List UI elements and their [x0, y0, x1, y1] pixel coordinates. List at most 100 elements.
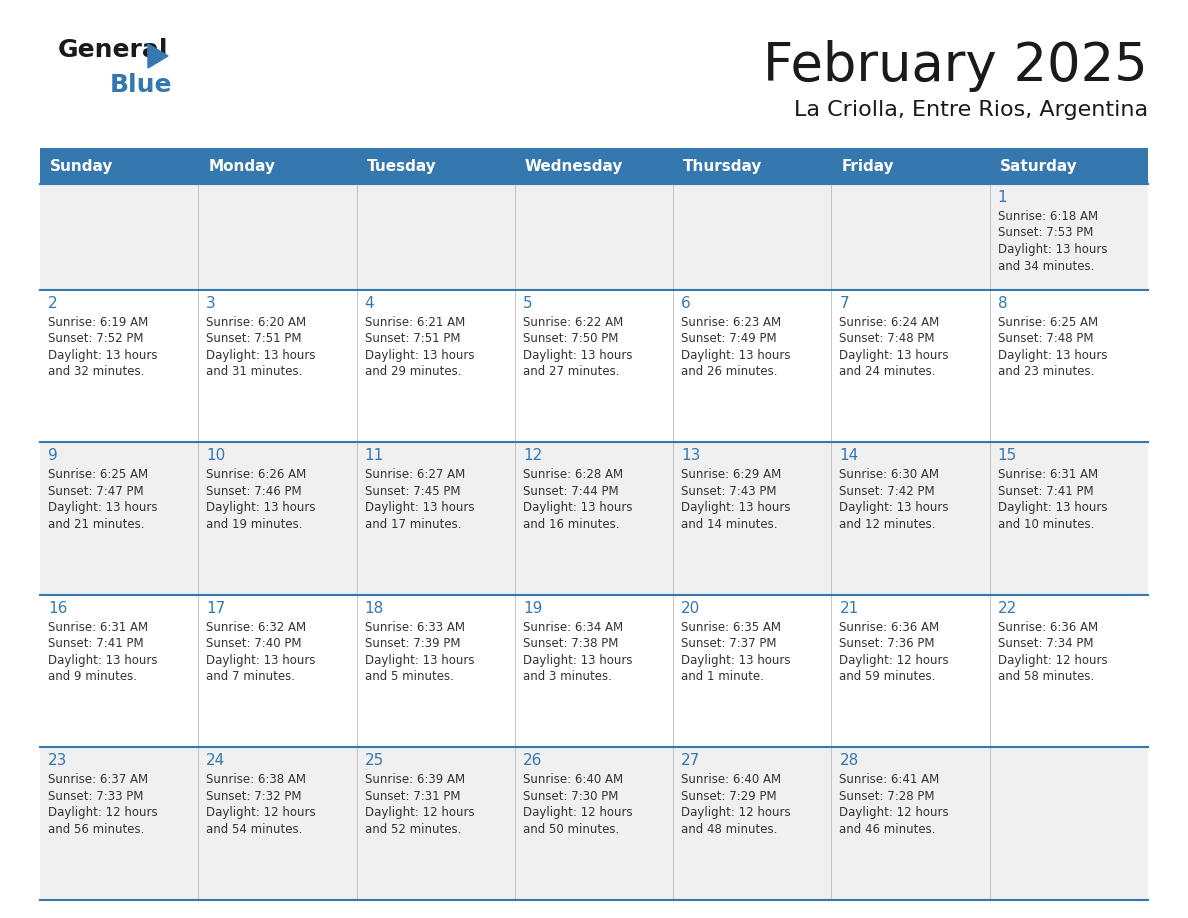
Text: Daylight: 13 hours: Daylight: 13 hours — [365, 349, 474, 362]
Text: General: General — [58, 38, 169, 62]
Text: 3: 3 — [207, 296, 216, 311]
Text: Sunset: 7:32 PM: Sunset: 7:32 PM — [207, 790, 302, 803]
Text: and 21 minutes.: and 21 minutes. — [48, 518, 145, 531]
FancyBboxPatch shape — [832, 290, 990, 442]
Text: 16: 16 — [48, 601, 68, 616]
Text: Sunset: 7:40 PM: Sunset: 7:40 PM — [207, 637, 302, 651]
Text: Sunset: 7:51 PM: Sunset: 7:51 PM — [207, 332, 302, 345]
Text: Sunset: 7:49 PM: Sunset: 7:49 PM — [681, 332, 777, 345]
Text: 20: 20 — [681, 601, 701, 616]
Text: Monday: Monday — [208, 159, 276, 174]
Text: Sunset: 7:47 PM: Sunset: 7:47 PM — [48, 485, 144, 498]
Text: Sunset: 7:33 PM: Sunset: 7:33 PM — [48, 790, 144, 803]
Text: La Criolla, Entre Rios, Argentina: La Criolla, Entre Rios, Argentina — [794, 100, 1148, 120]
Text: Sunrise: 6:29 AM: Sunrise: 6:29 AM — [681, 468, 782, 481]
Text: Sunset: 7:46 PM: Sunset: 7:46 PM — [207, 485, 302, 498]
FancyBboxPatch shape — [674, 148, 832, 184]
Text: Sunset: 7:48 PM: Sunset: 7:48 PM — [840, 332, 935, 345]
Text: 10: 10 — [207, 449, 226, 464]
Text: Sunrise: 6:25 AM: Sunrise: 6:25 AM — [48, 468, 148, 481]
Text: 14: 14 — [840, 449, 859, 464]
Text: and 9 minutes.: and 9 minutes. — [48, 670, 137, 684]
Text: Daylight: 13 hours: Daylight: 13 hours — [365, 501, 474, 514]
Text: Daylight: 13 hours: Daylight: 13 hours — [48, 349, 158, 362]
Text: Sunrise: 6:40 AM: Sunrise: 6:40 AM — [681, 774, 782, 787]
FancyBboxPatch shape — [40, 148, 198, 184]
Text: 5: 5 — [523, 296, 532, 311]
Text: Daylight: 12 hours: Daylight: 12 hours — [681, 807, 791, 820]
Text: Sunrise: 6:32 AM: Sunrise: 6:32 AM — [207, 621, 307, 634]
Text: Blue: Blue — [110, 73, 172, 97]
FancyBboxPatch shape — [674, 290, 832, 442]
FancyBboxPatch shape — [40, 184, 198, 290]
FancyBboxPatch shape — [356, 747, 514, 900]
Text: and 3 minutes.: and 3 minutes. — [523, 670, 612, 684]
FancyBboxPatch shape — [832, 595, 990, 747]
Text: Sunset: 7:36 PM: Sunset: 7:36 PM — [840, 637, 935, 651]
Text: and 12 minutes.: and 12 minutes. — [840, 518, 936, 531]
Text: Sunrise: 6:37 AM: Sunrise: 6:37 AM — [48, 774, 148, 787]
Text: Daylight: 13 hours: Daylight: 13 hours — [207, 501, 316, 514]
FancyBboxPatch shape — [40, 595, 198, 747]
FancyBboxPatch shape — [198, 290, 356, 442]
Text: Sunset: 7:41 PM: Sunset: 7:41 PM — [998, 485, 1093, 498]
Text: Sunrise: 6:31 AM: Sunrise: 6:31 AM — [998, 468, 1098, 481]
Text: and 10 minutes.: and 10 minutes. — [998, 518, 1094, 531]
Text: Sunset: 7:37 PM: Sunset: 7:37 PM — [681, 637, 777, 651]
Text: Sunset: 7:53 PM: Sunset: 7:53 PM — [998, 227, 1093, 240]
Text: Sunrise: 6:34 AM: Sunrise: 6:34 AM — [523, 621, 623, 634]
Text: Sunset: 7:31 PM: Sunset: 7:31 PM — [365, 790, 460, 803]
Text: Sunrise: 6:33 AM: Sunrise: 6:33 AM — [365, 621, 465, 634]
Text: Daylight: 13 hours: Daylight: 13 hours — [523, 501, 632, 514]
Text: Daylight: 12 hours: Daylight: 12 hours — [840, 654, 949, 667]
Text: and 29 minutes.: and 29 minutes. — [365, 365, 461, 378]
Text: and 14 minutes.: and 14 minutes. — [681, 518, 778, 531]
FancyBboxPatch shape — [832, 184, 990, 290]
Text: Sunrise: 6:19 AM: Sunrise: 6:19 AM — [48, 316, 148, 329]
Text: Daylight: 13 hours: Daylight: 13 hours — [998, 243, 1107, 256]
Text: Daylight: 12 hours: Daylight: 12 hours — [207, 807, 316, 820]
Text: and 24 minutes.: and 24 minutes. — [840, 365, 936, 378]
Text: 26: 26 — [523, 754, 542, 768]
FancyBboxPatch shape — [674, 184, 832, 290]
Text: Friday: Friday — [841, 159, 895, 174]
Text: and 19 minutes.: and 19 minutes. — [207, 518, 303, 531]
Text: and 59 minutes.: and 59 minutes. — [840, 670, 936, 684]
Text: Daylight: 13 hours: Daylight: 13 hours — [48, 501, 158, 514]
FancyBboxPatch shape — [832, 747, 990, 900]
FancyBboxPatch shape — [198, 747, 356, 900]
Text: Sunrise: 6:28 AM: Sunrise: 6:28 AM — [523, 468, 623, 481]
Text: and 31 minutes.: and 31 minutes. — [207, 365, 303, 378]
Text: Sunrise: 6:27 AM: Sunrise: 6:27 AM — [365, 468, 465, 481]
FancyBboxPatch shape — [356, 184, 514, 290]
Text: Sunrise: 6:30 AM: Sunrise: 6:30 AM — [840, 468, 940, 481]
Text: and 26 minutes.: and 26 minutes. — [681, 365, 778, 378]
Text: and 52 minutes.: and 52 minutes. — [365, 823, 461, 836]
Text: and 23 minutes.: and 23 minutes. — [998, 365, 1094, 378]
FancyBboxPatch shape — [990, 595, 1148, 747]
Text: Sunset: 7:51 PM: Sunset: 7:51 PM — [365, 332, 460, 345]
FancyBboxPatch shape — [356, 442, 514, 595]
Text: Daylight: 13 hours: Daylight: 13 hours — [365, 654, 474, 667]
FancyBboxPatch shape — [990, 747, 1148, 900]
Text: Sunset: 7:45 PM: Sunset: 7:45 PM — [365, 485, 460, 498]
Text: 17: 17 — [207, 601, 226, 616]
Text: and 48 minutes.: and 48 minutes. — [681, 823, 777, 836]
Text: Daylight: 13 hours: Daylight: 13 hours — [48, 654, 158, 667]
Text: Sunset: 7:38 PM: Sunset: 7:38 PM — [523, 637, 618, 651]
FancyBboxPatch shape — [514, 148, 674, 184]
FancyBboxPatch shape — [514, 442, 674, 595]
Text: Saturday: Saturday — [1000, 159, 1078, 174]
Text: Daylight: 12 hours: Daylight: 12 hours — [365, 807, 474, 820]
Text: and 16 minutes.: and 16 minutes. — [523, 518, 619, 531]
FancyBboxPatch shape — [674, 747, 832, 900]
Text: 12: 12 — [523, 449, 542, 464]
Text: Daylight: 13 hours: Daylight: 13 hours — [840, 501, 949, 514]
Text: Daylight: 13 hours: Daylight: 13 hours — [998, 349, 1107, 362]
Text: Daylight: 12 hours: Daylight: 12 hours — [998, 654, 1107, 667]
Text: 28: 28 — [840, 754, 859, 768]
Text: Sunrise: 6:26 AM: Sunrise: 6:26 AM — [207, 468, 307, 481]
Text: February 2025: February 2025 — [763, 40, 1148, 92]
FancyBboxPatch shape — [514, 184, 674, 290]
FancyBboxPatch shape — [40, 290, 198, 442]
